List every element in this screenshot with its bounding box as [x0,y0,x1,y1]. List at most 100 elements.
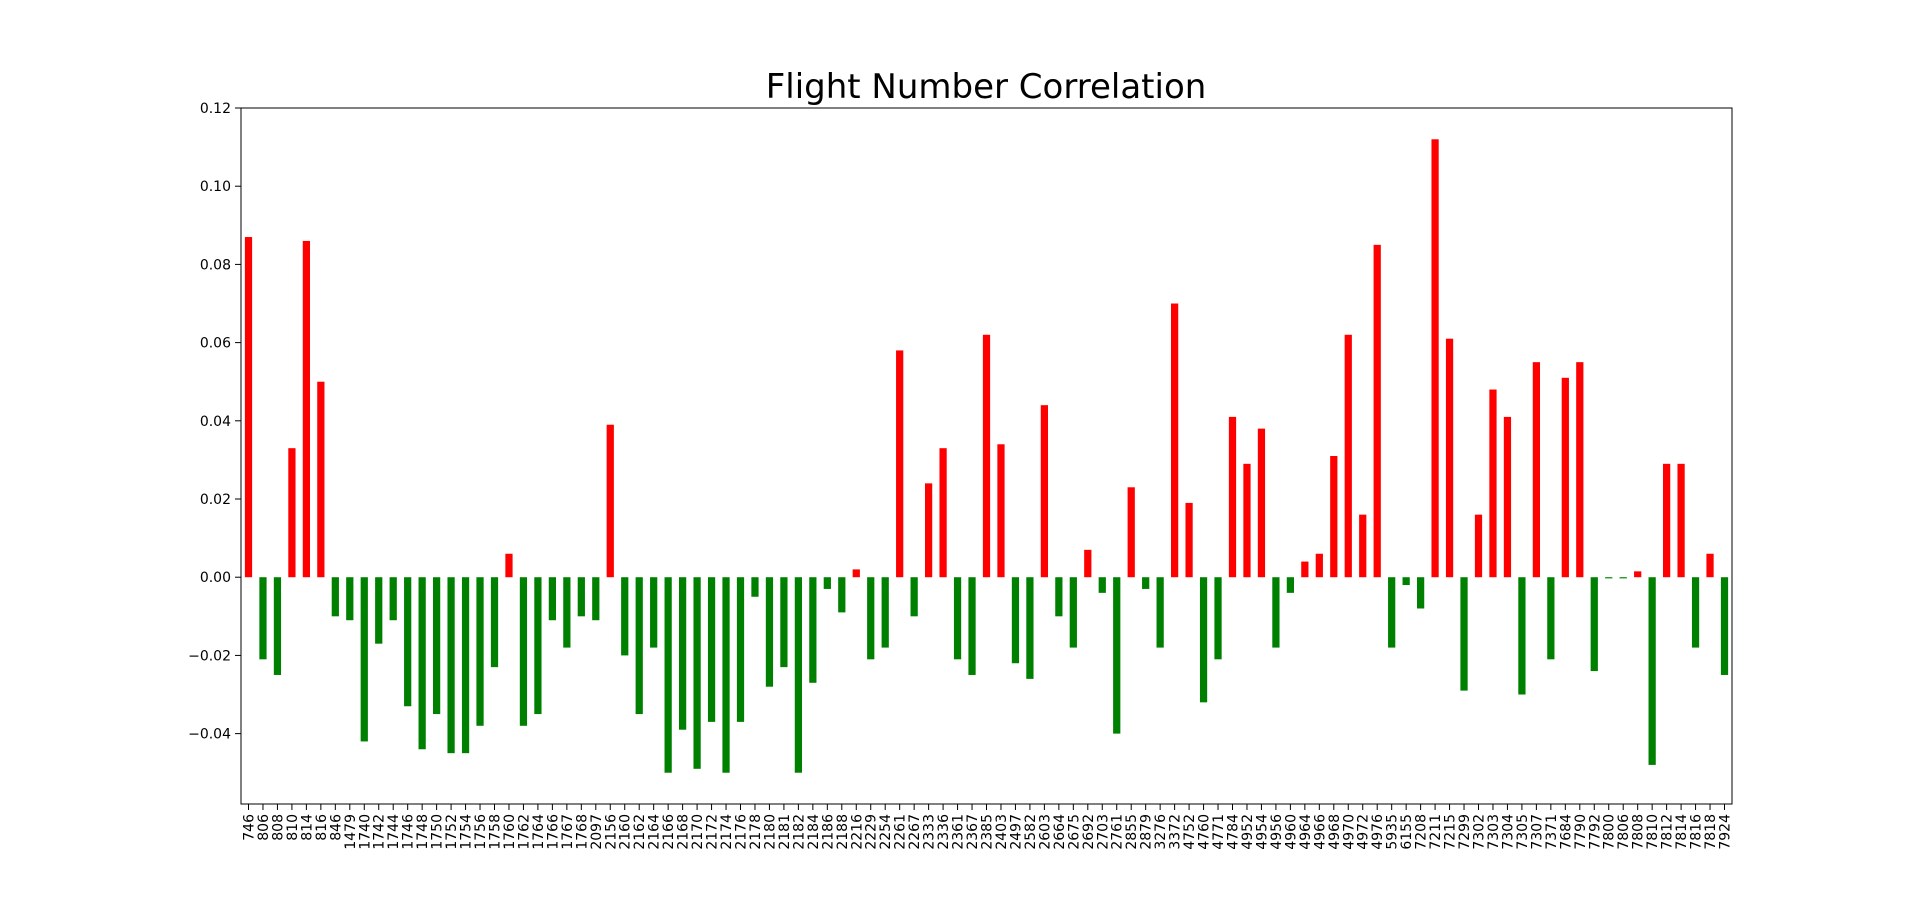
bar [1257,428,1266,578]
bar [534,577,542,715]
x-tick-label: 4970 [1341,814,1357,850]
bar [1272,577,1280,648]
x-tick-label: 4972 [1356,814,1372,850]
x-tick-label: 2176 [734,814,750,850]
x-tick-label: 7812 [1660,814,1676,850]
bar [1417,577,1425,609]
bar [1156,577,1164,648]
bar [1561,377,1569,578]
bar [982,334,991,578]
x-tick-label: 2761 [1110,814,1126,850]
bar [1040,405,1048,578]
x-tick-label: 808 [270,814,286,841]
x-tick-label: 4964 [1298,814,1314,850]
bar [736,577,745,722]
x-tick-label: 2664 [1052,814,1068,850]
x-tick-label: 2333 [922,814,938,850]
x-tick-label: 4771 [1211,814,1227,850]
bar [360,577,368,742]
bar [259,577,267,660]
bar [317,381,325,578]
x-tick-label: 1762 [516,814,532,850]
bar [548,577,556,621]
bar [1402,577,1410,586]
x-tick-label: 7307 [1529,814,1545,850]
bar [505,553,513,578]
x-tick-label: 1756 [473,814,489,850]
x-tick-label: 7211 [1428,814,1444,850]
x-tick-label: 7800 [1602,814,1618,850]
bar [1445,338,1454,578]
x-tick-label: 7305 [1515,814,1531,850]
bar [1228,416,1237,578]
x-tick-label: 1752 [444,814,460,850]
bar [461,577,470,754]
y-tick-label: 0.04 [200,414,231,430]
bar [1590,577,1598,672]
bar [1011,577,1020,664]
bar [707,577,716,722]
x-tick-label: 4760 [1197,814,1213,850]
bar [1344,334,1352,578]
bar [244,237,253,578]
bar [997,444,1005,578]
x-tick-label: 1742 [372,814,388,850]
bar [288,448,296,578]
x-tick-label: 2675 [1066,814,1082,850]
x-tick-label: 1766 [545,814,561,850]
bar [1127,487,1135,578]
bar [1359,514,1367,578]
bar [418,577,426,750]
x-tick-label: 2879 [1139,814,1155,850]
x-tick-label: 4968 [1327,814,1343,850]
y-tick-label: −0.02 [188,648,231,664]
bar [1547,577,1555,660]
bar [1388,577,1396,648]
x-tick-label: 2168 [676,814,692,850]
x-tick-label: 1746 [401,814,417,850]
bar [389,577,397,621]
x-tick-label: 1744 [386,814,402,850]
bar [273,577,282,675]
bar [331,577,339,617]
bar [1691,577,1700,648]
bar [404,577,412,707]
bars-group [244,139,1729,773]
x-tick-label: 7304 [1500,814,1516,850]
y-tick-label: 0.12 [200,101,231,117]
bar [1315,553,1323,578]
x-tick-label: 2164 [647,814,663,850]
x-tick-label: 7790 [1573,814,1589,850]
x-tick-label: 6155 [1399,814,1415,850]
y-tick-label: 0.00 [200,570,231,586]
bar [823,577,831,589]
bar [1474,514,1483,578]
x-tick-label: 4976 [1370,814,1386,850]
x-tick-label: 2162 [632,814,648,850]
x-tick-label: 2184 [806,814,822,850]
bar [650,577,658,648]
bar [1330,456,1338,578]
x-tick-label: 7814 [1674,814,1690,850]
bar [1373,244,1381,578]
x-tick-label: 1764 [531,814,547,850]
x-tick-label: 1750 [430,814,446,850]
y-tick-label: 0.06 [200,336,231,352]
x-tick-label: 2180 [762,814,778,850]
y-tick-label: 0.02 [200,492,231,508]
x-tick-label: 1754 [459,814,475,850]
x-tick-label: 2156 [603,814,619,850]
x-tick-label: 5935 [1385,814,1401,850]
x-tick-label: 1758 [488,814,504,850]
bar [1460,577,1468,691]
y-tick-label: 0.10 [200,179,231,195]
x-tick-label: 2166 [661,814,677,850]
x-tick-label: 2336 [936,814,952,850]
x-tick-label: 2174 [719,814,735,850]
bar [809,577,817,683]
x-tick-label: 2361 [951,814,967,850]
bar [490,577,499,668]
x-tick-label: 2170 [690,814,706,850]
x-tick-label: 2229 [864,814,880,850]
